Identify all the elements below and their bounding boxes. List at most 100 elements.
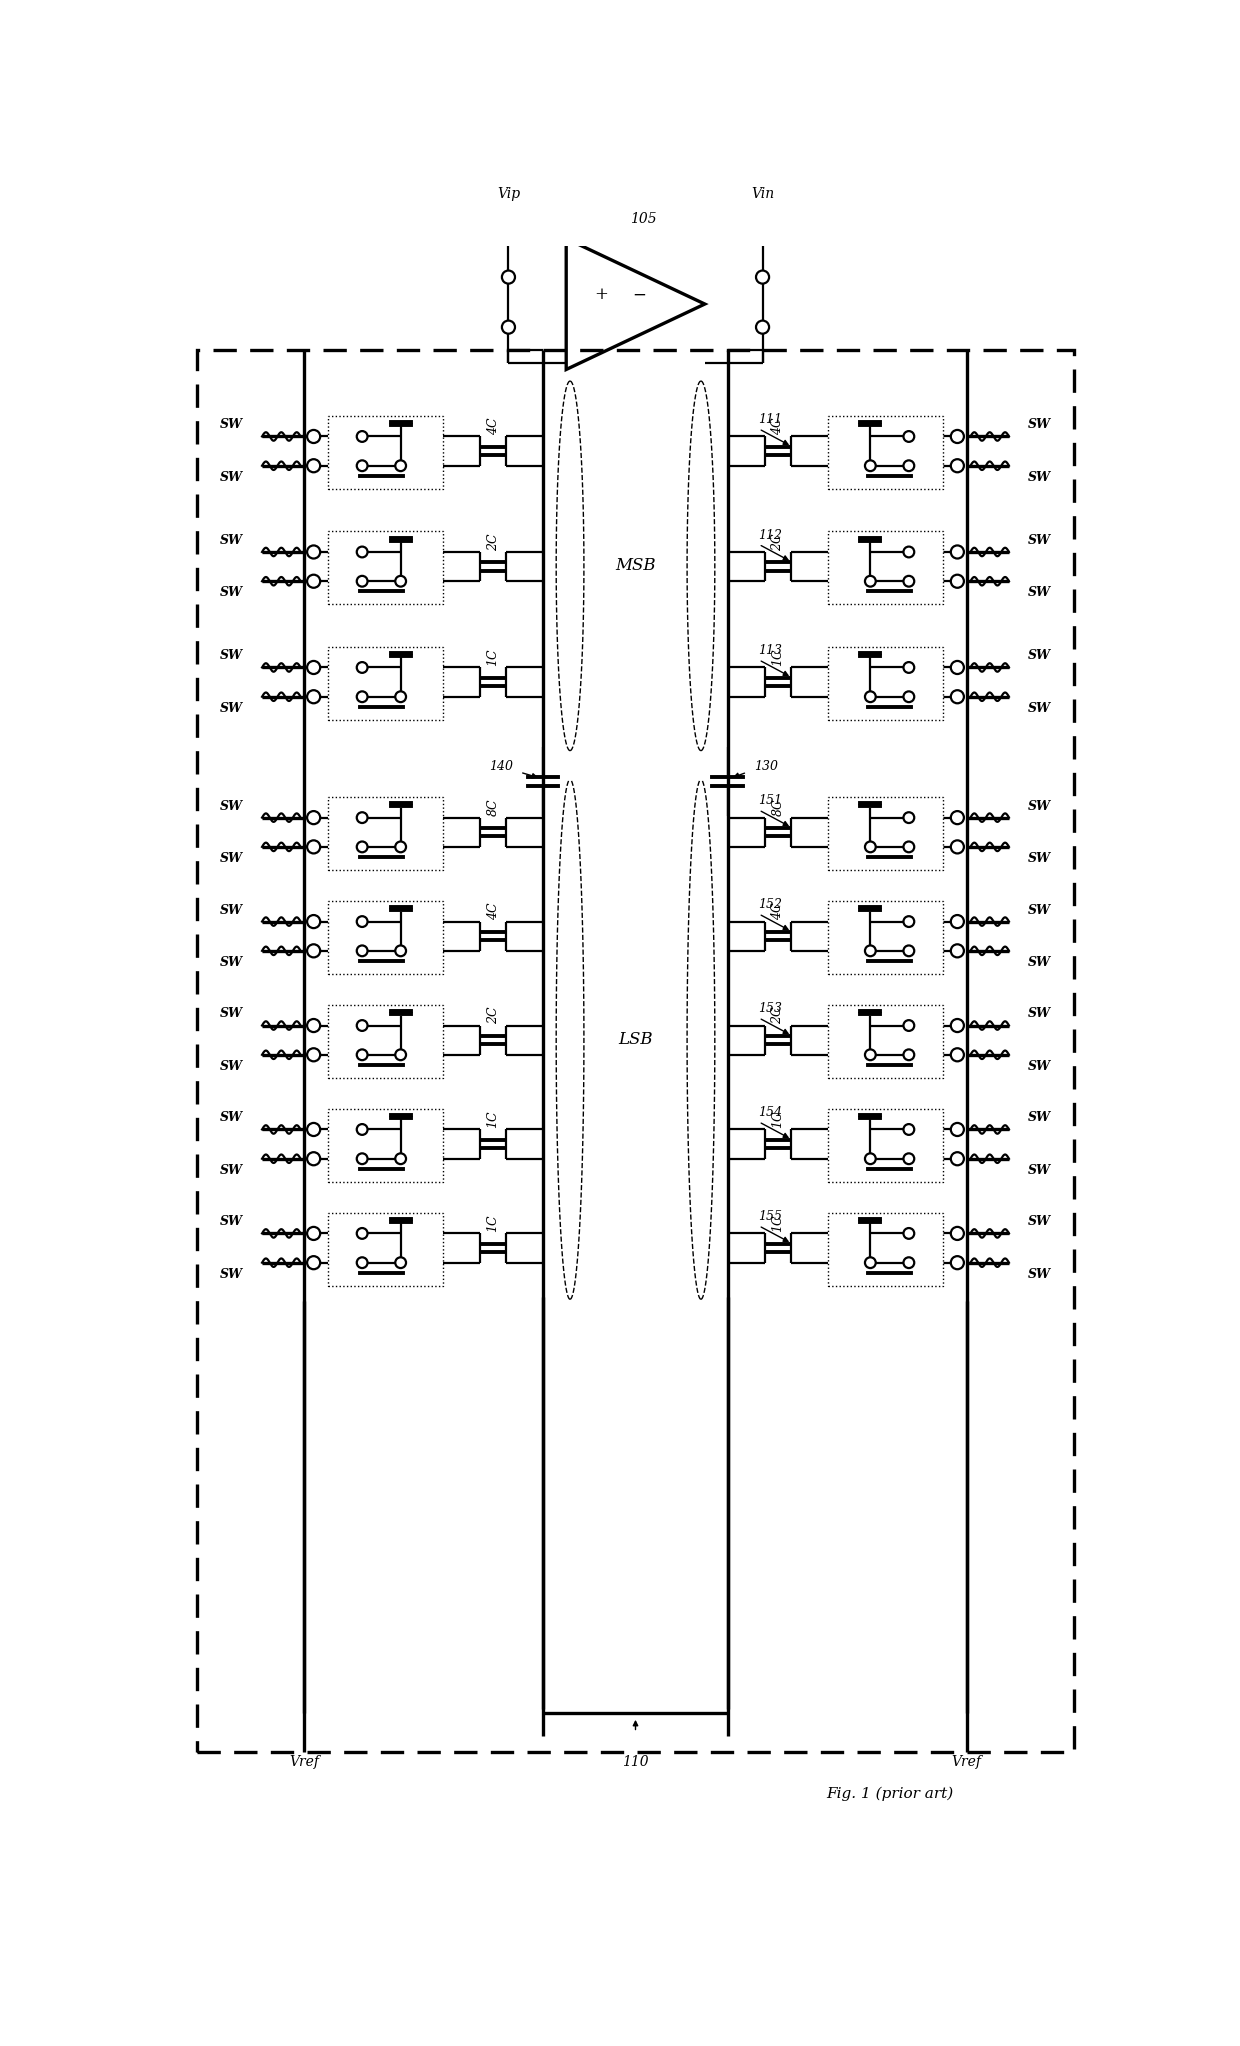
Circle shape bbox=[866, 575, 875, 587]
Text: 2C: 2C bbox=[771, 1007, 785, 1025]
Text: SW: SW bbox=[219, 1269, 243, 1281]
Circle shape bbox=[951, 810, 963, 825]
Text: 151: 151 bbox=[758, 794, 782, 808]
Circle shape bbox=[756, 270, 769, 284]
Text: SW: SW bbox=[219, 851, 243, 865]
Circle shape bbox=[308, 915, 320, 929]
Circle shape bbox=[396, 1258, 405, 1269]
Text: 2C: 2C bbox=[771, 534, 785, 550]
Text: SW: SW bbox=[1028, 419, 1052, 432]
Circle shape bbox=[904, 1123, 914, 1136]
Text: 8C: 8C bbox=[486, 798, 500, 816]
Bar bbox=[828, 1109, 944, 1183]
Text: SW: SW bbox=[219, 702, 243, 714]
Circle shape bbox=[904, 663, 914, 673]
Circle shape bbox=[308, 1228, 320, 1240]
Circle shape bbox=[951, 1228, 963, 1240]
Circle shape bbox=[308, 1152, 320, 1166]
Text: −: − bbox=[632, 286, 646, 303]
Text: 4C: 4C bbox=[486, 417, 500, 436]
Text: SW: SW bbox=[219, 419, 243, 432]
Circle shape bbox=[357, 917, 367, 927]
Circle shape bbox=[951, 945, 963, 958]
Bar bbox=[327, 900, 443, 974]
Bar bbox=[828, 415, 944, 489]
Text: SW: SW bbox=[1028, 1007, 1052, 1021]
Text: 140: 140 bbox=[489, 759, 513, 773]
Text: 1C: 1C bbox=[486, 1111, 500, 1127]
Circle shape bbox=[396, 1154, 405, 1164]
Circle shape bbox=[357, 1021, 367, 1031]
Text: 154: 154 bbox=[758, 1107, 782, 1119]
Circle shape bbox=[357, 460, 367, 471]
Circle shape bbox=[904, 1021, 914, 1031]
Text: SW: SW bbox=[1028, 471, 1052, 483]
Circle shape bbox=[951, 458, 963, 473]
Circle shape bbox=[357, 663, 367, 673]
Circle shape bbox=[904, 917, 914, 927]
Text: SW: SW bbox=[1028, 1060, 1052, 1072]
Circle shape bbox=[904, 945, 914, 955]
Circle shape bbox=[357, 812, 367, 822]
Bar bbox=[828, 647, 944, 720]
Circle shape bbox=[951, 1048, 963, 1062]
Circle shape bbox=[357, 1123, 367, 1136]
Circle shape bbox=[357, 546, 367, 557]
Circle shape bbox=[904, 460, 914, 471]
Circle shape bbox=[357, 432, 367, 442]
Text: SW: SW bbox=[219, 955, 243, 970]
Text: 112: 112 bbox=[758, 528, 782, 542]
Text: 110: 110 bbox=[622, 1755, 649, 1770]
Bar bbox=[327, 1213, 443, 1285]
Circle shape bbox=[396, 460, 405, 471]
Circle shape bbox=[951, 575, 963, 587]
Circle shape bbox=[904, 575, 914, 587]
Text: 153: 153 bbox=[758, 1003, 782, 1015]
Bar bbox=[828, 532, 944, 604]
Text: +: + bbox=[594, 286, 608, 303]
Circle shape bbox=[904, 841, 914, 853]
Bar bbox=[327, 1005, 443, 1078]
Circle shape bbox=[308, 690, 320, 704]
Text: SW: SW bbox=[219, 1215, 243, 1228]
Circle shape bbox=[904, 1050, 914, 1060]
Text: SW: SW bbox=[219, 1164, 243, 1176]
Text: SW: SW bbox=[219, 1060, 243, 1072]
Text: 113: 113 bbox=[758, 644, 782, 657]
Circle shape bbox=[308, 945, 320, 958]
Circle shape bbox=[951, 690, 963, 704]
Circle shape bbox=[308, 546, 320, 559]
Text: SW: SW bbox=[1028, 800, 1052, 812]
Circle shape bbox=[951, 1123, 963, 1136]
Text: SW: SW bbox=[219, 904, 243, 917]
Text: SW: SW bbox=[1028, 702, 1052, 714]
Bar bbox=[828, 796, 944, 870]
Text: SW: SW bbox=[1028, 587, 1052, 599]
Text: MSB: MSB bbox=[615, 557, 656, 575]
Text: Vip: Vip bbox=[497, 186, 520, 201]
Circle shape bbox=[308, 1123, 320, 1136]
Text: 1C: 1C bbox=[486, 1215, 500, 1232]
Bar bbox=[327, 415, 443, 489]
Circle shape bbox=[357, 1154, 367, 1164]
Text: SW: SW bbox=[219, 587, 243, 599]
Circle shape bbox=[951, 1256, 963, 1269]
Text: SW: SW bbox=[1028, 851, 1052, 865]
Circle shape bbox=[396, 841, 405, 853]
Circle shape bbox=[357, 1258, 367, 1269]
Text: SW: SW bbox=[1028, 955, 1052, 970]
Circle shape bbox=[756, 321, 769, 333]
Text: SW: SW bbox=[219, 800, 243, 812]
Text: SW: SW bbox=[219, 1007, 243, 1021]
Bar bbox=[828, 1005, 944, 1078]
Circle shape bbox=[308, 1019, 320, 1031]
Circle shape bbox=[866, 1258, 875, 1269]
Circle shape bbox=[308, 1256, 320, 1269]
Text: 1C: 1C bbox=[486, 649, 500, 667]
Circle shape bbox=[904, 546, 914, 557]
Circle shape bbox=[357, 575, 367, 587]
Circle shape bbox=[904, 432, 914, 442]
Text: SW: SW bbox=[219, 649, 243, 663]
Circle shape bbox=[951, 841, 963, 853]
Circle shape bbox=[866, 945, 875, 955]
